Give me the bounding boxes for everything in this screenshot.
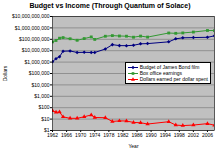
svg-text:$1: $1 [43, 127, 50, 134]
svg-text:1986: 1986 [131, 132, 142, 138]
svg-text:1962: 1962 [47, 132, 58, 138]
html-text:Dollars earned per dollar spen: Dollars earned per dollar spent [139, 76, 208, 82]
svg-text:1978: 1978 [103, 132, 114, 138]
svg-text:1998: 1998 [174, 132, 185, 138]
svg-text:$1,000,000: $1,000,000 [24, 59, 49, 65]
svg-text:$100: $100 [38, 104, 49, 110]
svg-text:Year: Year [128, 143, 138, 149]
html-text:Budget of James Bond film: Budget of James Bond film [139, 64, 200, 70]
svg-text:$100,000,000: $100,000,000 [19, 36, 50, 42]
svg-text:$10,000: $10,000 [31, 82, 49, 88]
svg-text:1966: 1966 [61, 132, 72, 138]
svg-text:$1,000,000,000: $1,000,000,000 [15, 25, 50, 31]
svg-text:$10: $10 [41, 116, 50, 122]
svg-text:1970: 1970 [75, 132, 86, 138]
svg-text:Dollars: Dollars [2, 65, 8, 81]
html-text:Budget vs Income (Through Quan: Budget vs Income (Through Quantum of Sol… [29, 2, 191, 9]
svg-text:2002: 2002 [188, 132, 199, 138]
html-text:Box office earnings: Box office earnings [139, 70, 183, 76]
svg-text:$10,000,000,000: $10,000,000,000 [12, 13, 50, 19]
svg-text:1982: 1982 [117, 132, 128, 138]
svg-text:1994: 1994 [160, 132, 171, 138]
svg-text:1990: 1990 [146, 132, 157, 138]
svg-text:$1,000: $1,000 [34, 93, 50, 99]
svg-text:$100,000: $100,000 [29, 70, 50, 76]
svg-text:$10,000,000: $10,000,000 [22, 47, 50, 53]
svg-text:1974: 1974 [89, 132, 100, 138]
svg-text:2006: 2006 [202, 132, 213, 138]
